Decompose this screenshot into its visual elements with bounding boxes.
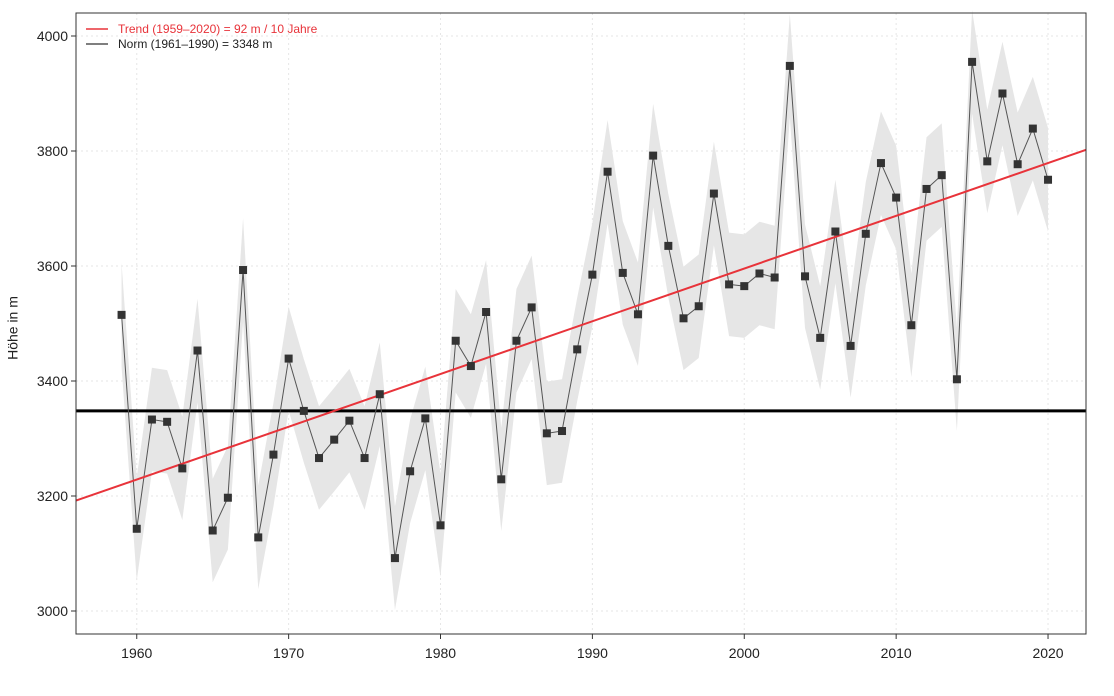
data-point [254, 533, 263, 542]
data-point [163, 417, 172, 426]
marker-layer [117, 57, 1053, 563]
axis-layer: 1960 1970 1980 1990 2000 2010 2020 3000 3200 3400… [37, 28, 1064, 661]
data-point [679, 314, 688, 323]
data-point [694, 302, 703, 311]
trend-line [75, 148, 1087, 502]
data-point [345, 416, 354, 425]
y-tick-label: 3600 [37, 258, 68, 274]
data-point [1044, 175, 1053, 184]
data-point [132, 524, 141, 533]
data-point [497, 475, 506, 484]
x-tick-label: 1970 [273, 645, 304, 661]
x-tick-label: 1980 [425, 645, 456, 661]
data-point [603, 167, 612, 176]
data-point [527, 303, 536, 312]
data-point [299, 406, 308, 415]
legend-label-norm: Norm (1961–1990) = 3348 m [118, 37, 272, 51]
x-tick-label: 2020 [1032, 645, 1063, 661]
trend-layer [75, 148, 1087, 502]
y-tick-label: 4000 [37, 28, 68, 44]
x-tick-label: 2000 [729, 645, 760, 661]
data-point [801, 272, 810, 281]
data-point [937, 171, 946, 180]
data-point [983, 157, 992, 166]
series-line [121, 61, 1049, 559]
data-point [952, 375, 961, 384]
data-point [846, 341, 855, 350]
data-point [117, 310, 126, 319]
data-point [147, 415, 156, 424]
data-point [330, 435, 339, 444]
y-tick-label: 3200 [37, 488, 68, 504]
data-point [558, 427, 567, 436]
data-point [284, 354, 293, 363]
data-point [618, 268, 627, 277]
data-point [512, 336, 521, 345]
data-point [664, 241, 673, 250]
data-point [360, 454, 369, 463]
data-point [573, 345, 582, 354]
data-point [785, 61, 794, 70]
data-point [755, 269, 764, 278]
data-point [1028, 124, 1037, 133]
data-point [239, 266, 248, 275]
data-point [740, 282, 749, 291]
data-point [922, 184, 931, 193]
x-tick-label: 2010 [881, 645, 912, 661]
legend: Trend (1959–2020) = 92 m / 10 Jahre Norm… [86, 22, 318, 51]
data-point [451, 336, 460, 345]
y-axis-title: Höhe in m [5, 296, 21, 360]
data-point [269, 450, 278, 459]
data-point [223, 493, 232, 502]
data-point [725, 280, 734, 289]
data-point [390, 554, 399, 563]
y-tick-label: 3400 [37, 373, 68, 389]
data-point [861, 229, 870, 238]
data-point [907, 321, 916, 330]
y-tick-label: 3000 [37, 603, 68, 619]
data-point [998, 89, 1007, 98]
y-tick-label: 3800 [37, 143, 68, 159]
data-point [375, 390, 384, 399]
data-point [709, 189, 718, 198]
x-tick-label: 1990 [577, 645, 608, 661]
data-point [193, 346, 202, 355]
data-point [482, 308, 491, 316]
data-point [421, 414, 430, 423]
data-point [178, 464, 187, 473]
data-point [831, 227, 840, 236]
data-point [542, 429, 551, 438]
data-point [876, 159, 885, 168]
data-point [633, 310, 642, 319]
x-tick-label: 1960 [121, 645, 152, 661]
line-layer [121, 61, 1049, 559]
legend-label-trend: Trend (1959–2020) = 92 m / 10 Jahre [118, 22, 318, 36]
plot-frame [75, 12, 1087, 635]
data-point [315, 454, 324, 463]
data-point [1013, 160, 1022, 169]
data-point [649, 151, 658, 160]
data-point [466, 362, 475, 371]
data-point [436, 521, 445, 530]
data-point [816, 333, 825, 342]
data-point [208, 526, 217, 535]
data-point [770, 273, 779, 282]
data-point [968, 57, 977, 66]
data-point [406, 467, 415, 476]
data-point [588, 270, 597, 279]
data-point [892, 193, 901, 202]
